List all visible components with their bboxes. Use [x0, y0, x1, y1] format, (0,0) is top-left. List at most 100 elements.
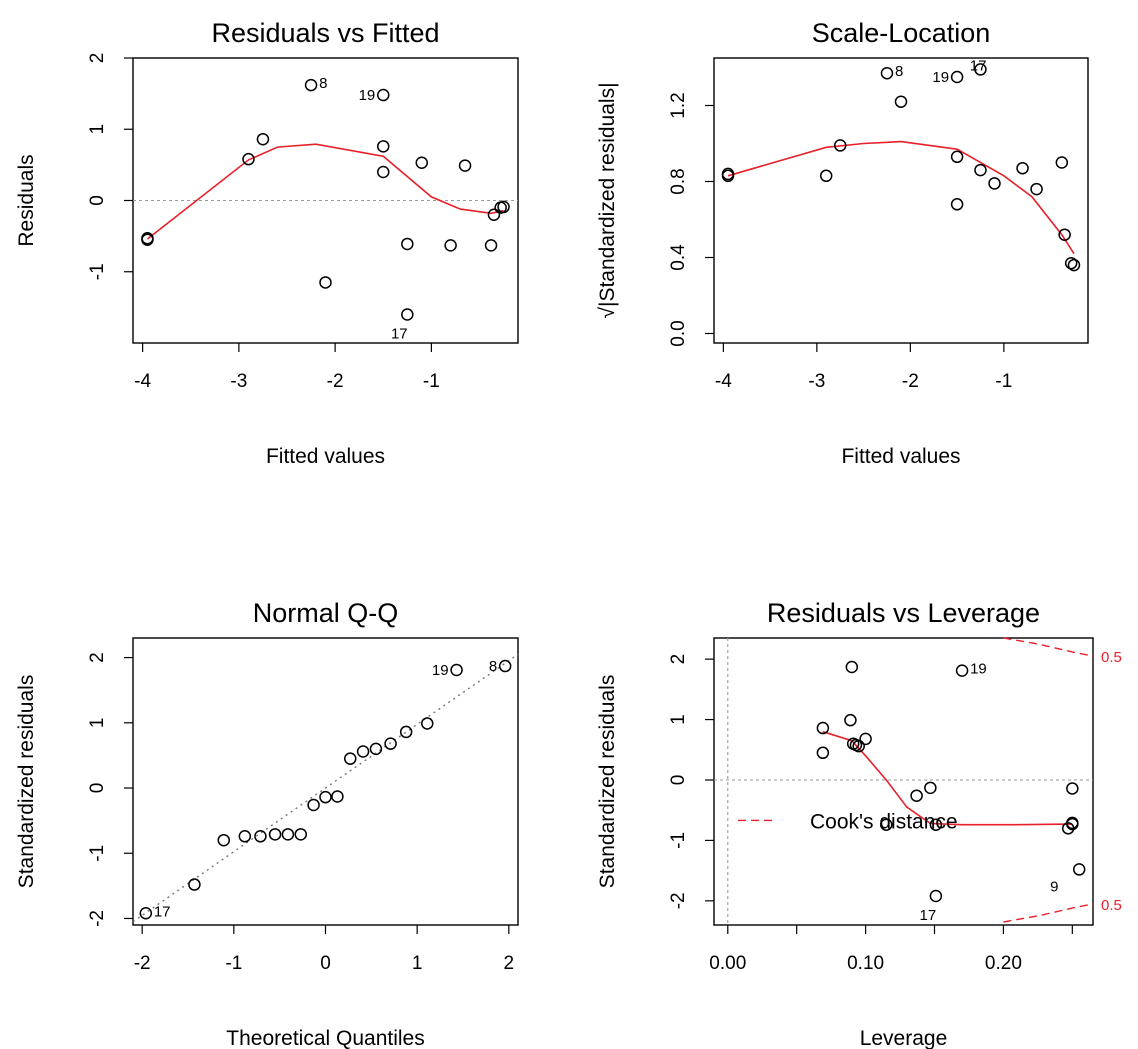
data-point [487, 208, 501, 221]
y-tick-label: -2 [87, 910, 108, 927]
data-point [988, 177, 1001, 190]
y-tick-label: 0 [87, 195, 108, 206]
data-point [238, 830, 252, 843]
data-point [497, 200, 510, 214]
x-tick-label: 0.20 [985, 953, 1022, 974]
data-point [880, 66, 894, 80]
chart-title: Residuals vs Fitted [211, 18, 439, 48]
point-label: 19 [932, 69, 949, 86]
data-point [319, 790, 332, 804]
data-point [950, 150, 964, 164]
data-point [256, 132, 270, 146]
x-tick-label: -1 [423, 371, 440, 392]
data-point [816, 746, 830, 760]
data-point [924, 781, 937, 795]
y-axis-label: Standardized residuals [596, 675, 619, 889]
smooth-line [822, 730, 1073, 826]
data-point [816, 721, 830, 735]
point-label: 17 [970, 58, 987, 75]
data-point [1030, 182, 1043, 196]
data-point [894, 95, 908, 108]
data-point [415, 156, 428, 169]
y-axis-label: Standardized residuals [15, 675, 38, 889]
data-point [819, 169, 833, 183]
data-point [304, 78, 318, 92]
data-point [910, 789, 923, 802]
cooks-contour-label: 0.5 [1101, 897, 1122, 914]
data-point [852, 739, 865, 753]
x-tick-label: -2 [902, 371, 919, 392]
data-point [217, 833, 230, 847]
point-label: 8 [319, 75, 327, 92]
data-point [399, 725, 413, 739]
y-axis-label: √|Standardized residuals| [596, 82, 619, 318]
data-point [1066, 817, 1079, 831]
data-point [1055, 156, 1069, 169]
point-label: 19 [359, 87, 376, 104]
y-tick-label: 0 [668, 775, 689, 786]
data-point [859, 732, 872, 746]
data-point [242, 152, 255, 166]
data-point [1064, 256, 1078, 270]
panel-4: Residuals vs Leverage Leverage Standardize… [596, 598, 1122, 1049]
cooks-contour-label: 0.5 [1101, 649, 1122, 666]
y-tick-label: -2 [668, 892, 689, 909]
panel-3: Normal Q-Q Theoretical Quantiles Standardi… [15, 598, 519, 1049]
x-tick-label: 0 [320, 953, 331, 974]
data-point [1016, 161, 1029, 175]
data-point [401, 308, 414, 321]
x-tick-label: -4 [715, 371, 732, 392]
data-point [929, 818, 943, 831]
chart-title: Scale-Location [812, 18, 991, 48]
data-point [950, 198, 964, 211]
data-point [307, 798, 320, 812]
data-point [377, 140, 390, 153]
x-tick-label: -2 [134, 953, 151, 974]
point-label: 19 [432, 662, 449, 679]
y-tick-label: 1 [668, 714, 689, 725]
cooks-distance-contour [1003, 637, 1094, 657]
data-point [950, 70, 964, 84]
data-point [281, 828, 295, 841]
smooth-line [727, 140, 1075, 255]
plot-frame [132, 637, 519, 926]
data-point [444, 239, 457, 252]
y-tick-label: 1 [87, 124, 108, 135]
y-tick-label: 0 [87, 783, 108, 794]
y-tick-label: 1 [87, 718, 108, 729]
data-point [721, 167, 735, 181]
cooks-distance-contour [1003, 903, 1094, 923]
x-tick-label: -1 [225, 953, 242, 974]
data-point [294, 828, 307, 841]
legend-label: Cook's distance [810, 810, 958, 833]
data-point [458, 159, 472, 172]
data-point [845, 660, 859, 674]
panel-1: Residuals vs Fitted Fitted values Residual… [15, 18, 519, 468]
data-point [974, 63, 987, 76]
data-point [344, 752, 357, 765]
data-point [141, 232, 154, 245]
data-point [377, 165, 390, 179]
y-tick-label: -1 [87, 263, 108, 280]
x-tick-label: -1 [995, 371, 1012, 392]
x-axis-label: Fitted values [266, 445, 385, 468]
data-point [974, 163, 987, 177]
y-tick-label: 0.0 [668, 320, 689, 346]
y-tick-label: 0.8 [668, 168, 689, 194]
data-point [484, 239, 498, 252]
data-point [498, 659, 512, 673]
data-point [356, 745, 370, 758]
data-point [369, 742, 383, 756]
x-tick-label: -3 [808, 371, 825, 392]
x-axis-label: Theoretical Quantiles [226, 1027, 424, 1049]
point-label: 17 [154, 903, 171, 920]
x-tick-label: -2 [327, 371, 344, 392]
point-label: 17 [920, 907, 937, 924]
x-tick-label: 1 [412, 953, 423, 974]
point-label: 8 [895, 63, 903, 80]
chart-title: Residuals vs Leverage [767, 598, 1040, 628]
data-point [421, 717, 434, 730]
data-point [1072, 863, 1086, 876]
y-tick-label: -1 [668, 832, 689, 849]
